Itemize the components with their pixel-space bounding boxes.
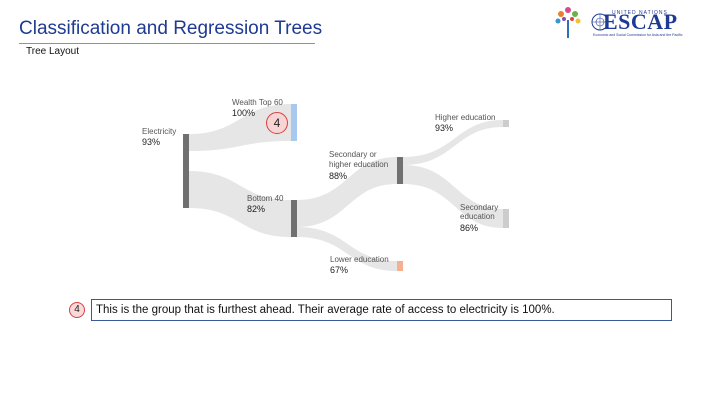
node-label-lower: Lower education <box>330 255 389 264</box>
tree-logo-icon <box>555 7 581 38</box>
highlight-marker-4: 4 <box>266 112 288 134</box>
un-label: UNITED NATIONS <box>612 10 668 16</box>
node-bar-lower <box>397 261 403 271</box>
node-value-lower: 67% <box>330 265 348 275</box>
node-bar-root <box>183 134 189 208</box>
tree-nodes <box>183 104 509 271</box>
link-bottom40-lower <box>297 227 397 271</box>
tree-labels: Electricity 93% Wealth Top 60 100% Botto… <box>142 98 498 275</box>
callout-text-box: This is the group that is furthest ahead… <box>91 299 672 321</box>
escap-logo <box>555 7 609 38</box>
node-value-secondary: 86% <box>460 223 478 233</box>
node-bar-bottom40 <box>291 200 297 237</box>
node-label-root: Electricity <box>142 127 176 136</box>
node-value-top60: 100% <box>232 108 255 118</box>
node-label-top60: Wealth Top 60 <box>232 98 283 107</box>
node-bar-top60 <box>291 104 297 141</box>
link-bottom40-secondary-higher <box>297 157 397 227</box>
commission-label: Economic and Social Commission for Asia … <box>593 33 683 37</box>
escap-wordmark: ESCAP <box>603 9 678 34</box>
slide-subtitle: Tree Layout <box>26 46 79 57</box>
link-secondary-higher-higher <box>403 120 503 165</box>
node-label-higher: Higher education <box>435 113 495 122</box>
link-root-top60 <box>189 104 291 151</box>
node-label-secondary-line2: education <box>460 212 495 221</box>
node-value-bottom40: 82% <box>247 204 265 214</box>
node-bar-secondary-higher <box>397 157 403 184</box>
un-emblem-icon <box>591 13 609 31</box>
callout-number-badge: 4 <box>69 302 85 318</box>
node-label-secondary-higher-line2: higher education <box>329 160 388 169</box>
tree-links <box>189 104 503 271</box>
node-label-secondary-higher-line1: Secondary or <box>329 150 377 159</box>
node-bar-secondary <box>503 209 509 228</box>
node-value-secondary-higher: 88% <box>329 171 347 181</box>
node-label-bottom40: Bottom 40 <box>247 194 284 203</box>
node-label-secondary-line1: Secondary <box>460 203 498 212</box>
link-secondary-higher-secondary <box>403 165 503 228</box>
title-underline <box>19 43 315 44</box>
link-root-bottom40 <box>189 171 291 237</box>
node-value-higher: 93% <box>435 123 453 133</box>
slide-title: Classification and Regression Trees <box>19 18 323 39</box>
node-bar-higher <box>503 120 509 127</box>
node-value-root: 93% <box>142 137 160 147</box>
